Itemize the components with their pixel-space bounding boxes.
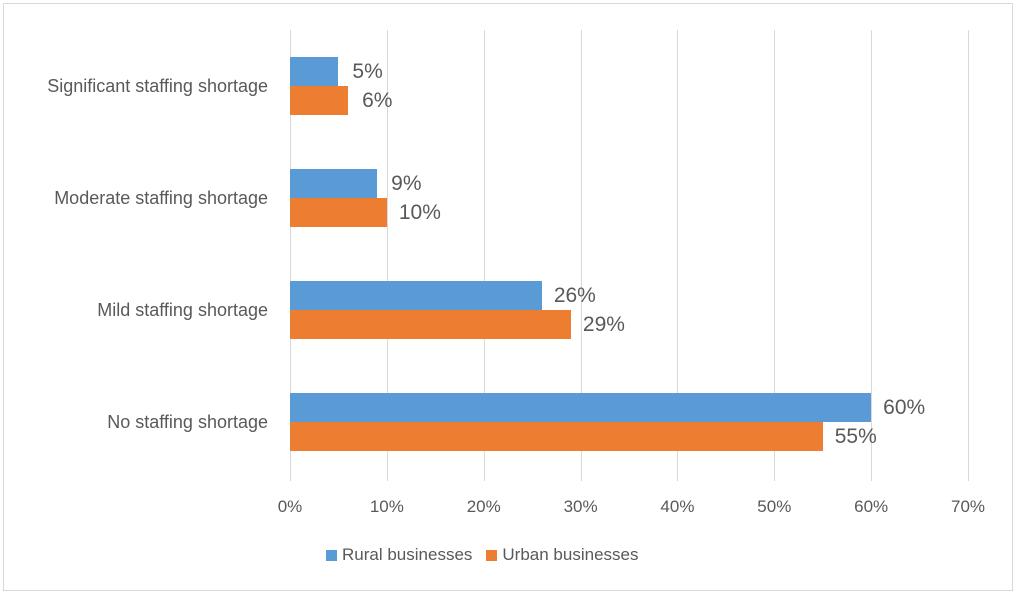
chart-frame (3, 3, 1013, 591)
x-tick-label: 30% (563, 497, 598, 516)
category-label: Moderate staffing shortage (54, 188, 268, 208)
data-label: 29% (582, 313, 625, 336)
gridline (968, 30, 969, 481)
x-tick-label: 50% (757, 497, 792, 516)
legend-swatch-icon (486, 549, 498, 561)
gridline (677, 30, 678, 481)
data-label: 60% (883, 396, 926, 419)
bar-urban (290, 310, 571, 339)
category-label: Mild staffing shortage (97, 300, 268, 320)
gridline (484, 30, 485, 481)
data-label: 55% (834, 425, 877, 448)
bar-rural (290, 169, 378, 198)
gridline (774, 30, 775, 481)
bar-rural (290, 57, 339, 86)
legend: Rural businesses Urban businesses (326, 545, 652, 565)
legend-label: Urban businesses (502, 545, 639, 564)
bar-urban (290, 86, 349, 115)
bar-urban (290, 198, 387, 227)
bar-urban (290, 422, 823, 451)
data-label: 10% (398, 201, 441, 224)
legend-label: Rural businesses (342, 545, 473, 564)
gridline (290, 30, 291, 481)
x-tick-label: 10% (369, 497, 404, 516)
x-tick-label: 20% (466, 497, 501, 516)
bar-rural (290, 281, 542, 310)
x-tick-label: 0% (277, 497, 303, 516)
gridline (581, 30, 582, 481)
x-tick-label: 70% (951, 497, 986, 516)
data-label: 6% (362, 89, 393, 112)
data-label: 9% (391, 172, 422, 195)
legend-item-urban: Urban businesses (486, 545, 638, 565)
data-label: 5% (352, 60, 383, 83)
category-label: Significant staffing shortage (47, 76, 268, 96)
gridline (871, 30, 872, 481)
legend-swatch-icon (326, 549, 337, 561)
category-label: No staffing shortage (107, 412, 268, 432)
x-tick-label: 60% (854, 497, 889, 516)
gridline (387, 30, 388, 481)
bar-rural (290, 393, 872, 422)
x-tick-label: 40% (660, 497, 695, 516)
legend-item-rural: Rural businesses (326, 545, 472, 565)
data-label: 26% (553, 284, 596, 307)
